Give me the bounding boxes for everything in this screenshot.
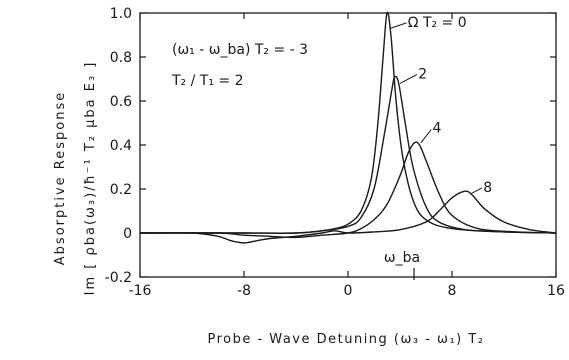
x-tick-label: 16: [547, 283, 565, 299]
y-tick-label: 1.0: [110, 6, 132, 22]
series-label-0: Ω T₂ = 0: [408, 15, 467, 31]
y-tick-label: 0.8: [110, 50, 132, 66]
series-labels: Ω T₂ = 0 2 4 8: [390, 15, 492, 196]
y-tick-label: 0.4: [110, 138, 132, 154]
x-tick-label: 0: [344, 283, 353, 299]
series-layer: [139, 11, 557, 244]
y-tick-label: 0: [123, 226, 132, 242]
y-tick-label: 0.2: [110, 182, 132, 198]
x-tick-label: -8: [237, 283, 251, 299]
resonance-label: ω_ba: [384, 250, 420, 266]
series-label-1: 2: [418, 67, 427, 83]
series-leader-2: [420, 129, 432, 144]
series-label-3: 8: [483, 180, 492, 196]
series-label-2: 4: [433, 120, 442, 136]
series-leader-3: [471, 187, 483, 194]
y-tick-label: 0.6: [110, 94, 132, 110]
series-line-2: [139, 141, 557, 239]
series-leader-1: [399, 74, 418, 84]
x-axis-label: Probe - Wave Detuning (ω₃ - ω₁) T₂: [207, 332, 484, 347]
x-tick-label: 8: [448, 283, 457, 299]
annotation-condition-1: (ω₁ - ω_ba) T₂ = - 3: [172, 42, 308, 58]
series-leader-0: [390, 22, 407, 29]
y-tick-label: -0.2: [105, 270, 132, 286]
y-axis-label-line1: Absorptive Response: [53, 91, 68, 265]
series-line-1: [140, 75, 557, 234]
series-line-3: [139, 190, 557, 244]
y-axis-label-line2: Im [ ρba(ω₃)/ħ⁻¹ T₂ μba E₃ ]: [83, 61, 98, 296]
annotation-condition-2: T₂ / T₁ = 2: [171, 73, 243, 89]
axis-ticks: -16 -8 0 8 16 -0.2 0 0.2 0.4 0.6 0.8 1.0: [105, 6, 565, 299]
x-tick-label: -16: [129, 283, 152, 299]
